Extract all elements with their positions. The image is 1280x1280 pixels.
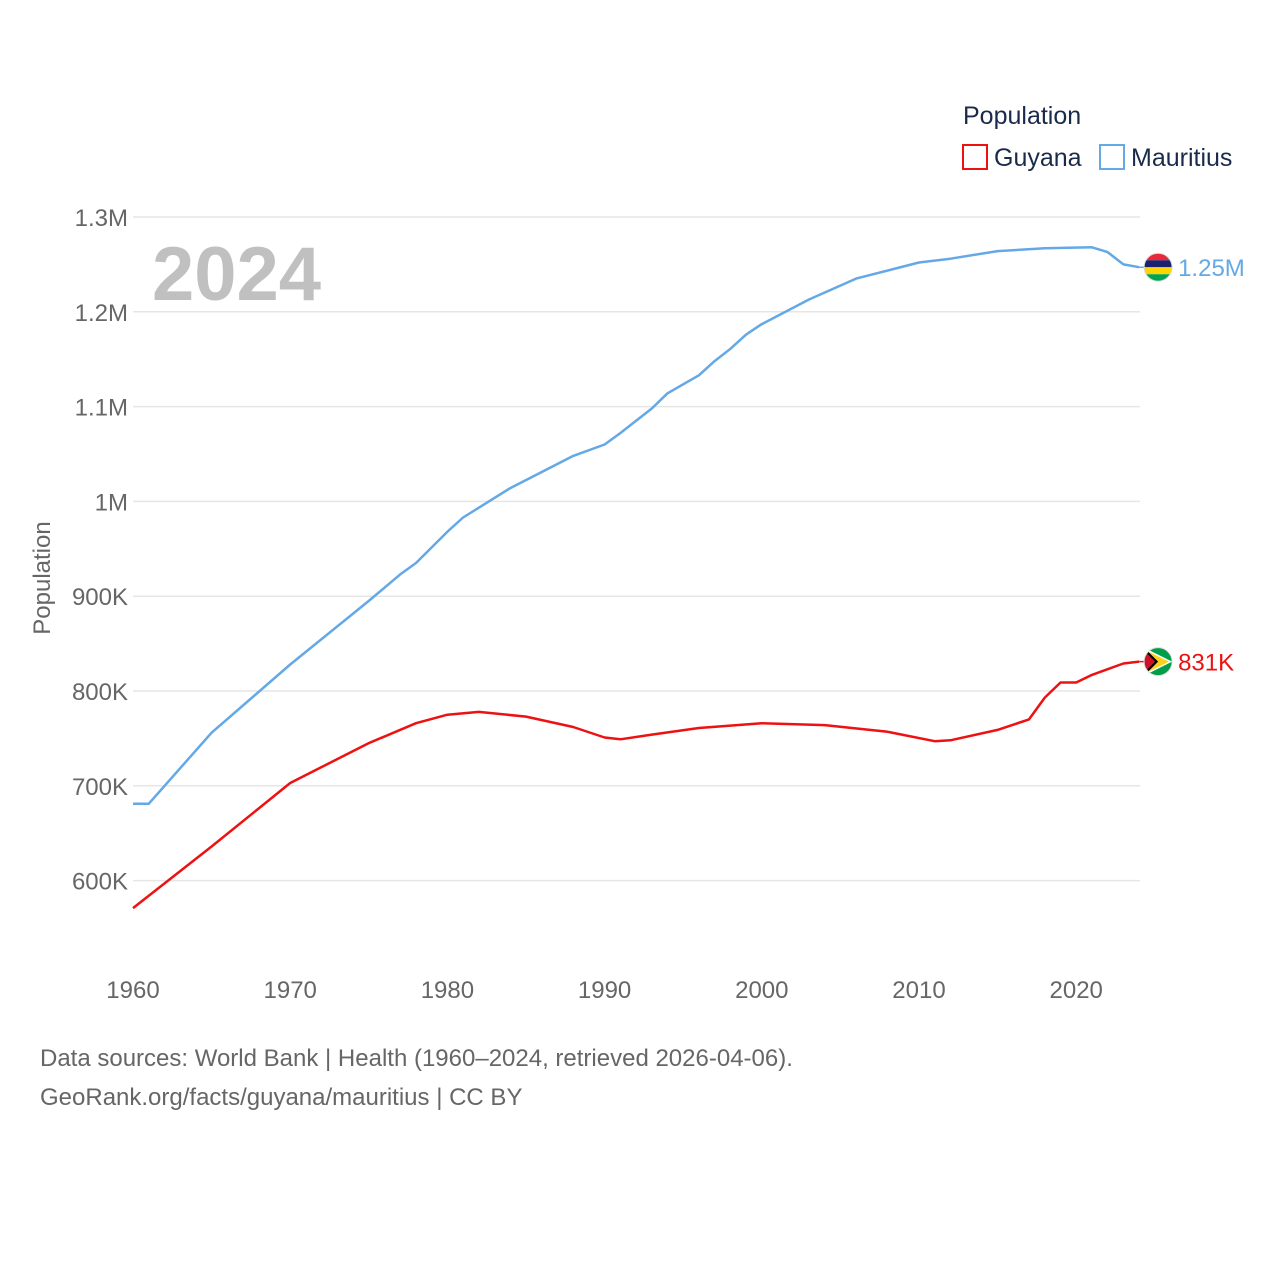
y-axis-label: Population — [29, 521, 56, 634]
x-tick-label: 2000 — [735, 977, 788, 1004]
mauritius-flag-icon — [1143, 252, 1173, 282]
legend-item-guyana[interactable]: Guyana — [962, 144, 1082, 172]
x-tick-label: 1960 — [106, 977, 159, 1004]
legend-swatch-mauritius — [1099, 144, 1125, 170]
y-tick-label: 600K — [72, 869, 128, 896]
legend-label-mauritius: Mauritius — [1131, 144, 1232, 172]
guyana-flag-icon — [1143, 647, 1173, 677]
legend-swatch-guyana — [962, 144, 988, 170]
legend-item-mauritius[interactable]: Mauritius — [1099, 144, 1232, 172]
x-tick-label: 2020 — [1050, 977, 1103, 1004]
y-tick-label: 700K — [72, 774, 128, 801]
y-tick-label: 800K — [72, 679, 128, 706]
y-axis-ticks: 600K 700K 800K 900K 1M 1.1M 1.2M 1.3M — [72, 205, 128, 896]
legend-label-guyana: Guyana — [994, 144, 1082, 172]
year-label: 2024 — [152, 232, 321, 317]
y-tick-label: 1.2M — [75, 300, 128, 327]
y-tick-label: 900K — [72, 584, 128, 611]
series-lines — [132, 246, 1140, 910]
data-sources-note: Data sources: World Bank | Health (1960–… — [40, 1045, 793, 1072]
end-value-label-guyana: 831K — [1178, 650, 1234, 677]
legend-title: Population — [963, 102, 1081, 130]
x-tick-label: 1990 — [578, 977, 631, 1004]
x-tick-label: 1970 — [264, 977, 317, 1004]
grid-lines — [133, 216, 1140, 882]
y-tick-label: 1M — [95, 489, 128, 516]
y-tick-label: 1.1M — [75, 395, 128, 422]
x-axis-ticks: 1960 1970 1980 1990 2000 2010 2020 — [106, 977, 1103, 1004]
x-tick-label: 1980 — [421, 977, 474, 1004]
series-line-guyana[interactable] — [132, 660, 1140, 910]
legend[interactable]: Population Guyana Mauritius — [962, 102, 1232, 172]
x-tick-label: 2010 — [892, 977, 945, 1004]
series-endpoints: 831K 1.25M — [1139, 252, 1245, 677]
y-tick-label: 1.3M — [75, 205, 128, 232]
credit-link[interactable]: GeoRank.org/facts/guyana/mauritius | CC … — [40, 1084, 523, 1111]
series-line-mauritius[interactable] — [133, 246, 1140, 806]
end-value-label-mauritius: 1.25M — [1178, 255, 1245, 282]
